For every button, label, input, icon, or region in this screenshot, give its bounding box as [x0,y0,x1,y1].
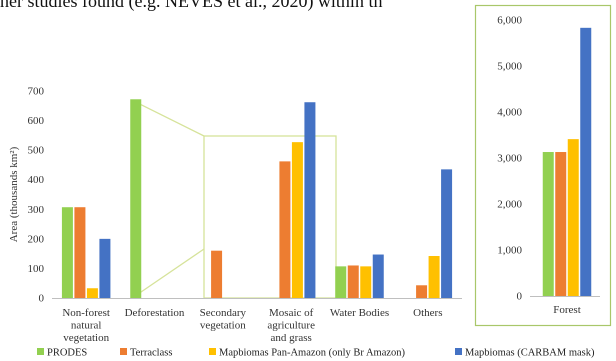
bar-terraclass-water-bodies [347,265,359,298]
main-x-tick-label: Secondary [200,307,247,319]
inset-y-tick-label: 0 [517,291,523,303]
inset-y-tick-label: 5,000 [497,61,522,73]
main-y-axis-label: Area (thousands km²) [8,146,20,242]
main-y-tick-label: 700 [28,86,45,98]
main-x-tick-label: Mosaic of [269,307,314,319]
main-x-tick-label: Water Bodies [330,307,389,319]
main-y-tick-label: 200 [28,233,45,245]
legend-label-mapbiomas-pan-amazon-only-br-amazon: Mapbiomas Pan-Amazon (only Br Amazon) [219,348,406,359]
main-y-tick-label: 0 [39,293,45,305]
legend-label-mapbiomas-carbam-mask: Mapbiomas (CARBAM mask) [465,348,595,359]
zoom-line-lower [131,248,205,299]
main-x-tick-label: Deforestation [125,307,185,319]
inset-y-tick-label: 3,000 [497,153,522,165]
bar-terraclass-others [416,285,428,298]
bar-prodes-water-bodies [335,266,347,298]
main-y-tick-label: 400 [28,174,45,186]
bar-terraclass-non-forest-natural-vegetation [74,207,86,298]
bar-mapbiomas-pan-amazon-only-br-amazon-others [428,256,440,298]
main-chart: 0 100 200 300 400 500 600 700 Area (thousands km… [8,86,462,344]
bar-mapbiomas-carbam-mask-others [441,169,453,298]
bar-mapbiomas-carbam-mask-water-bodies [372,254,384,298]
inset-y-tick-label: 4,000 [497,107,522,119]
main-y-tick-label: 100 [28,263,45,275]
inset-x-tick-label: Forest [553,304,581,316]
main-y-tick-label: 600 [28,115,45,127]
legend-label-prodes: PRODES [47,348,87,359]
main-y-tick-label: 300 [28,204,45,216]
main-x-tick-label: Non-forest [62,307,110,319]
inset-bar-prodes-forest [542,152,554,296]
bar-terraclass-mosaic-of-agriculture-and-grass [279,161,291,298]
bar-mapbiomas-pan-amazon-only-br-amazon-water-bodies [360,266,372,298]
inset-y-tick-label: 6,000 [497,15,522,27]
main-x-tick-label: natural [71,320,102,332]
zoom-box [203,135,337,299]
main-x-tick-label: vegetation [63,332,109,344]
bar-mapbiomas-pan-amazon-only-br-amazon-mosaic-of-agriculture-and-grass [291,142,303,298]
inset-y-tick-label: 2,000 [497,199,522,211]
inset-bar-mapbiomas-carbam-mask-forest [580,27,592,296]
bar-mapbiomas-carbam-mask-mosaic-of-agriculture-and-grass [304,102,316,298]
main-y-tick-label: 500 [28,145,45,157]
bar-prodes-non-forest-natural-vegetation [61,207,73,298]
bar-terraclass-secondary-vegetation [211,250,223,298]
legend-swatch-mapbiomas-carbam-mask [455,348,462,355]
main-x-tick-label: and grass [271,332,312,344]
bar-prodes-deforestation [130,99,142,298]
inset-bar-terraclass-forest [555,152,567,296]
bar-mapbiomas-pan-amazon-only-br-amazon-non-forest-natural-vegetation [86,288,98,298]
main-x-tick-label: vegetation [200,320,246,332]
legend-swatch-mapbiomas-pan-amazon-only-br-amazon [209,348,216,355]
main-x-tick-label: Others [413,307,442,319]
bar-mapbiomas-carbam-mask-non-forest-natural-vegetation [99,238,111,298]
zoom-line-upper [131,99,205,137]
main-x-tick-label: agriculture [267,320,315,332]
inset-bar-mapbiomas-pan-amazon-only-br-amazon-forest [567,139,579,296]
legend-swatch-prodes [37,348,44,355]
inset-y-tick-label: 1,000 [497,245,522,257]
forest-inset-chart: 0 1,000 2,000 3,000 4,000 5,000 6,000 Forest [474,4,612,327]
caption-text: her studies found (e.g. NEVES et al., 20… [0,0,383,11]
legend: PRODES Terraclass Mapbiomas Pan-Amazon (on… [37,348,595,359]
legend-swatch-terraclass [120,348,127,355]
legend-label-terraclass: Terraclass [130,348,172,359]
